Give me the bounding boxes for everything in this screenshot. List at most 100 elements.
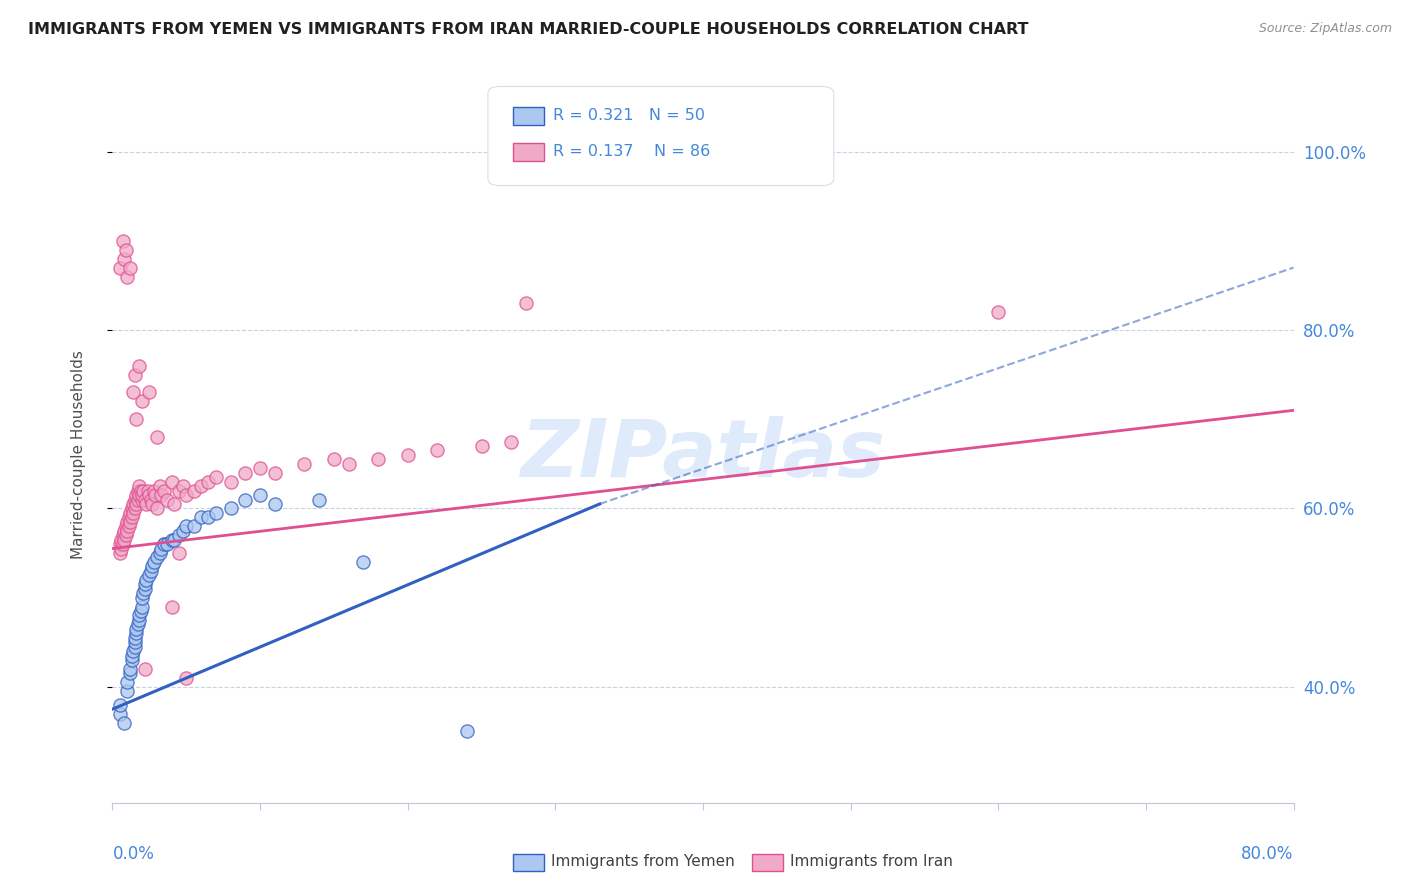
Point [125, 626, 148, 640]
Point [456, 724, 478, 739]
Point [114, 243, 136, 257]
Point [138, 568, 160, 582]
Point [139, 564, 162, 578]
Point [249, 461, 271, 475]
Text: Immigrants from Iran: Immigrants from Iran [790, 855, 953, 869]
Point [174, 671, 197, 685]
Point [117, 684, 138, 698]
Point [219, 475, 242, 489]
Point [120, 506, 142, 520]
Point [124, 368, 146, 382]
Point [131, 394, 153, 409]
Point [121, 648, 143, 663]
Point [396, 448, 419, 462]
Point [308, 492, 330, 507]
Point [197, 475, 219, 489]
Point [205, 506, 228, 520]
Point [172, 479, 194, 493]
Text: Immigrants from Yemen: Immigrants from Yemen [551, 855, 735, 869]
Point [131, 492, 153, 507]
Point [134, 577, 156, 591]
Point [124, 640, 146, 654]
Point [153, 537, 176, 551]
Point [138, 488, 160, 502]
Point [160, 599, 183, 614]
Text: ZIPatlas: ZIPatlas [520, 416, 886, 494]
Point [122, 644, 145, 658]
Point [167, 546, 190, 560]
Point [129, 604, 152, 618]
Point [233, 466, 256, 480]
Point [183, 483, 205, 498]
Point [172, 524, 194, 538]
Point [124, 631, 146, 645]
Point [131, 488, 153, 502]
Point [128, 613, 150, 627]
Point [131, 591, 153, 605]
Y-axis label: Married-couple Households: Married-couple Households [72, 351, 86, 559]
Point [141, 497, 163, 511]
Point [122, 497, 145, 511]
Point [124, 492, 146, 507]
Point [117, 675, 138, 690]
Point [167, 483, 190, 498]
Point [249, 488, 271, 502]
Point [146, 550, 169, 565]
Point [114, 519, 136, 533]
Point [124, 635, 146, 649]
Text: 0.0%: 0.0% [112, 845, 155, 863]
Point [190, 479, 212, 493]
Point [132, 586, 155, 600]
Point [160, 475, 183, 489]
Point [163, 533, 186, 547]
Point [197, 510, 219, 524]
Point [146, 501, 169, 516]
Point [127, 483, 149, 498]
Point [134, 492, 156, 507]
Point [120, 260, 142, 275]
Point [128, 479, 150, 493]
Point [150, 541, 173, 556]
Point [142, 555, 165, 569]
Point [163, 497, 186, 511]
Point [139, 492, 162, 507]
Point [110, 541, 132, 556]
Point [323, 452, 346, 467]
Point [219, 501, 242, 516]
Point [128, 488, 150, 502]
Point [112, 533, 135, 547]
Point [174, 488, 197, 502]
Point [987, 305, 1010, 319]
Point [121, 653, 143, 667]
Point [112, 252, 135, 266]
Point [264, 466, 287, 480]
Point [142, 483, 165, 498]
Point [135, 573, 157, 587]
Point [146, 430, 169, 444]
Point [134, 662, 156, 676]
Point [205, 470, 228, 484]
Point [108, 260, 131, 275]
Text: R = 0.137    N = 86: R = 0.137 N = 86 [553, 145, 710, 159]
Point [112, 715, 135, 730]
Point [111, 528, 134, 542]
Point [150, 488, 173, 502]
Point [110, 533, 132, 547]
Point [117, 269, 138, 284]
Point [183, 519, 205, 533]
Point [121, 510, 143, 524]
Point [501, 434, 523, 449]
Point [138, 385, 160, 400]
Point [127, 617, 149, 632]
Point [118, 510, 141, 524]
Point [141, 559, 163, 574]
Point [125, 412, 148, 426]
Text: R = 0.321   N = 50: R = 0.321 N = 50 [553, 109, 704, 123]
Point [352, 555, 374, 569]
Point [108, 537, 131, 551]
Point [111, 234, 134, 248]
Point [122, 506, 145, 520]
Point [134, 582, 156, 596]
Point [136, 483, 159, 498]
Point [111, 537, 134, 551]
